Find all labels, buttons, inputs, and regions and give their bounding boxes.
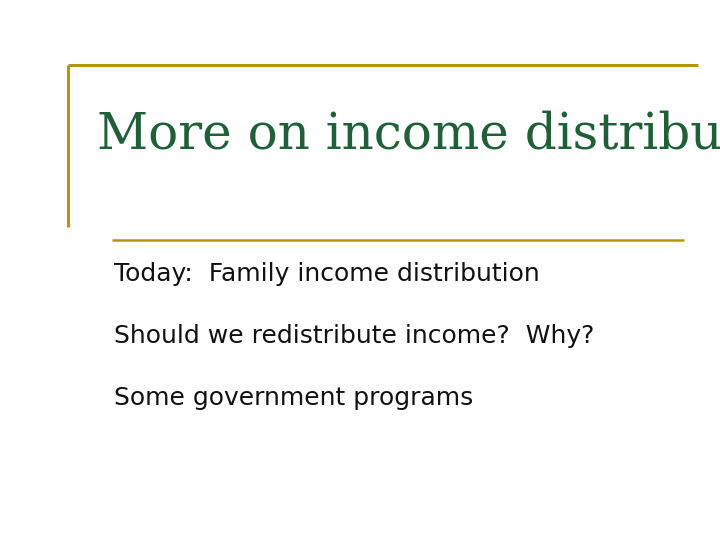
Text: Today:  Family income distribution: Today: Family income distribution xyxy=(114,262,539,286)
Text: Some government programs: Some government programs xyxy=(114,386,473,410)
Text: Should we redistribute income?  Why?: Should we redistribute income? Why? xyxy=(114,324,594,348)
Text: More on income distribution: More on income distribution xyxy=(97,110,720,160)
